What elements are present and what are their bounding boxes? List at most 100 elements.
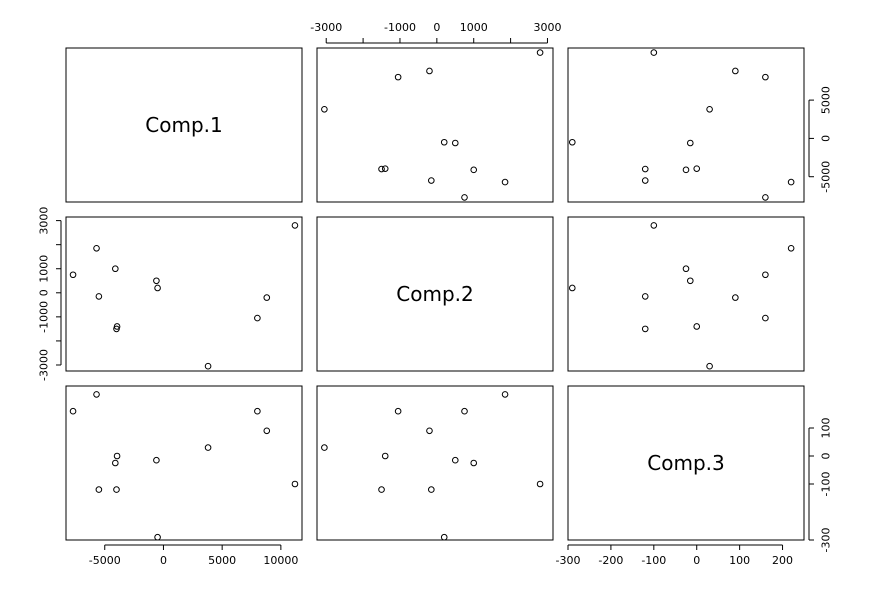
panel-comp-2-vs-comp-2: [316, 216, 554, 372]
point-comp-3-vs-comp-1-7: [153, 456, 160, 464]
y-tick-label-comp-1-right: -5000: [820, 161, 833, 193]
point-comp-3-vs-comp-1-12: [291, 480, 299, 488]
point-comp-1-vs-comp-2-2: [501, 178, 509, 186]
point-comp-3-vs-comp-1-10: [254, 407, 261, 415]
point-comp-3-vs-comp-1-4: [112, 459, 119, 467]
point-comp-1-vs-comp-2-1: [461, 194, 468, 201]
point-comp-2-vs-comp-3-7: [686, 277, 694, 285]
point-comp-3-vs-comp-2-7: [451, 456, 459, 464]
point-comp-1-vs-comp-2-12: [536, 49, 544, 56]
point-comp-2-vs-comp-3-2: [787, 244, 795, 252]
point-comp-2-vs-comp-1-8: [154, 284, 161, 292]
point-comp-2-vs-comp-3-5: [641, 325, 649, 333]
point-comp-2-vs-comp-1-12: [291, 222, 299, 229]
point-comp-2-vs-comp-3-3: [641, 293, 649, 300]
point-comp-3-vs-comp-1-1: [69, 407, 77, 415]
point-comp-3-vs-comp-2-1: [461, 407, 468, 415]
point-comp-1-vs-comp-2-8: [440, 138, 448, 146]
point-comp-2-vs-comp-3-4: [682, 265, 690, 273]
x-tick-label-comp-2-top: -1000: [384, 21, 416, 34]
point-comp-1-vs-comp-3-5: [641, 165, 649, 173]
x-tick-label-comp-3-bottom: 200: [772, 554, 793, 567]
y-tick-label-comp-2-left: 0: [38, 289, 51, 296]
point-comp-1-vs-comp-2-4: [470, 166, 478, 174]
point-comp-1-vs-comp-3-7: [686, 139, 694, 147]
point-comp-3-vs-comp-1-5: [113, 486, 120, 493]
y-tick-label-comp-1-right: 5000: [820, 86, 833, 114]
diagonal-label-comp-1: Comp.1: [145, 113, 222, 137]
y-tick-label-comp-3-right: -100: [820, 472, 833, 497]
point-comp-3-vs-comp-2-5: [378, 486, 385, 493]
point-comp-1-vs-comp-2-11: [426, 67, 433, 75]
point-comp-2-vs-comp-3-8: [568, 284, 576, 292]
point-comp-1-vs-comp-3-4: [682, 166, 690, 174]
point-comp-3-vs-comp-1-6: [113, 452, 121, 460]
y-tick-label-comp-2-left: -1000: [38, 301, 51, 333]
point-comp-1-vs-comp-3-10: [762, 73, 769, 81]
point-comp-3-vs-comp-1-3: [95, 486, 103, 493]
x-tick-label-comp-3-bottom: 0: [693, 554, 700, 567]
point-comp-1-vs-comp-3-3: [641, 177, 649, 184]
point-comp-2-vs-comp-3-6: [693, 323, 701, 330]
point-comp-2-vs-comp-1-10: [254, 314, 261, 322]
point-comp-1-vs-comp-2-6: [381, 165, 389, 172]
point-comp-2-vs-comp-3-11: [732, 294, 739, 301]
y-tick-label-comp-3-right: 0: [820, 453, 833, 460]
point-comp-3-vs-comp-1-11: [263, 427, 271, 435]
x-tick-label-comp-3-bottom: -100: [641, 554, 666, 567]
x-tick-label-comp-2-top: 1000: [460, 21, 488, 34]
point-comp-3-vs-comp-2-3: [428, 486, 435, 493]
x-tick-label-comp-3-bottom: -200: [598, 554, 623, 567]
y-tick-label-comp-2-left: -3000: [38, 349, 51, 381]
panel-comp-1-vs-comp-2: [316, 47, 554, 203]
x-tick-label-comp-1-bottom: 5000: [208, 554, 236, 567]
point-comp-2-vs-comp-1-7: [153, 277, 160, 285]
point-comp-2-vs-comp-1-6: [113, 323, 121, 330]
panel-comp-3-vs-comp-2: [316, 385, 554, 541]
panel-comp-2-vs-comp-3: [567, 216, 805, 372]
x-tick-label-comp-2-top: 0: [433, 21, 440, 34]
point-comp-1-vs-comp-2-9: [321, 105, 328, 113]
x-tick-label-comp-1-bottom: 0: [160, 554, 167, 567]
point-comp-1-vs-comp-3-2: [787, 178, 795, 186]
point-comp-1-vs-comp-2-3: [428, 177, 435, 184]
point-comp-1-vs-comp-2-5: [378, 165, 385, 173]
point-comp-1-vs-comp-3-12: [650, 49, 658, 56]
panel-comp-3-vs-comp-3: [567, 385, 805, 541]
point-comp-1-vs-comp-3-6: [693, 165, 701, 172]
x-tick-label-comp-2-top: 3000: [533, 21, 561, 34]
point-comp-3-vs-comp-1-2: [93, 391, 100, 398]
x-tick-label-comp-1-bottom: -5000: [89, 554, 121, 567]
y-tick-label-comp-3-right: -300: [820, 528, 833, 553]
x-tick-label-comp-1-bottom: 10000: [263, 554, 298, 567]
point-comp-3-vs-comp-1-8: [154, 533, 161, 541]
point-comp-2-vs-comp-3-1: [762, 271, 769, 279]
x-tick-label-comp-2-top: -3000: [310, 21, 342, 34]
y-tick-label-comp-1-right: 0: [820, 135, 833, 142]
point-comp-1-vs-comp-3-9: [706, 105, 713, 113]
y-tick-label-comp-2-left: 1000: [38, 255, 51, 283]
point-comp-3-vs-comp-1-9: [204, 444, 212, 451]
point-comp-3-vs-comp-2-4: [470, 459, 478, 467]
point-comp-3-vs-comp-2-12: [536, 480, 544, 488]
x-tick-label-comp-3-bottom: -300: [556, 554, 581, 567]
point-comp-2-vs-comp-1-1: [69, 271, 77, 279]
panel-comp-1-vs-comp-1: [65, 47, 303, 203]
point-comp-2-vs-comp-1-9: [204, 362, 212, 370]
y-tick-label-comp-2-left: 3000: [38, 207, 51, 235]
point-comp-1-vs-comp-3-8: [568, 138, 576, 146]
point-comp-3-vs-comp-2-8: [440, 533, 448, 541]
x-tick-label-comp-3-bottom: 100: [729, 554, 750, 567]
point-comp-2-vs-comp-1-2: [93, 244, 100, 252]
point-comp-1-vs-comp-3-1: [762, 194, 769, 201]
diagonal-label-comp-2: Comp.2: [396, 282, 473, 306]
panel-comp-3-vs-comp-1: [65, 385, 303, 541]
panel-comp-2-vs-comp-1: [65, 216, 303, 372]
point-comp-2-vs-comp-3-10: [762, 314, 769, 322]
point-comp-3-vs-comp-2-10: [394, 407, 402, 415]
point-comp-3-vs-comp-2-2: [501, 391, 509, 398]
point-comp-3-vs-comp-2-9: [321, 444, 328, 451]
y-tick-label-comp-3-right: 100: [820, 418, 833, 439]
point-comp-2-vs-comp-1-11: [263, 294, 271, 301]
